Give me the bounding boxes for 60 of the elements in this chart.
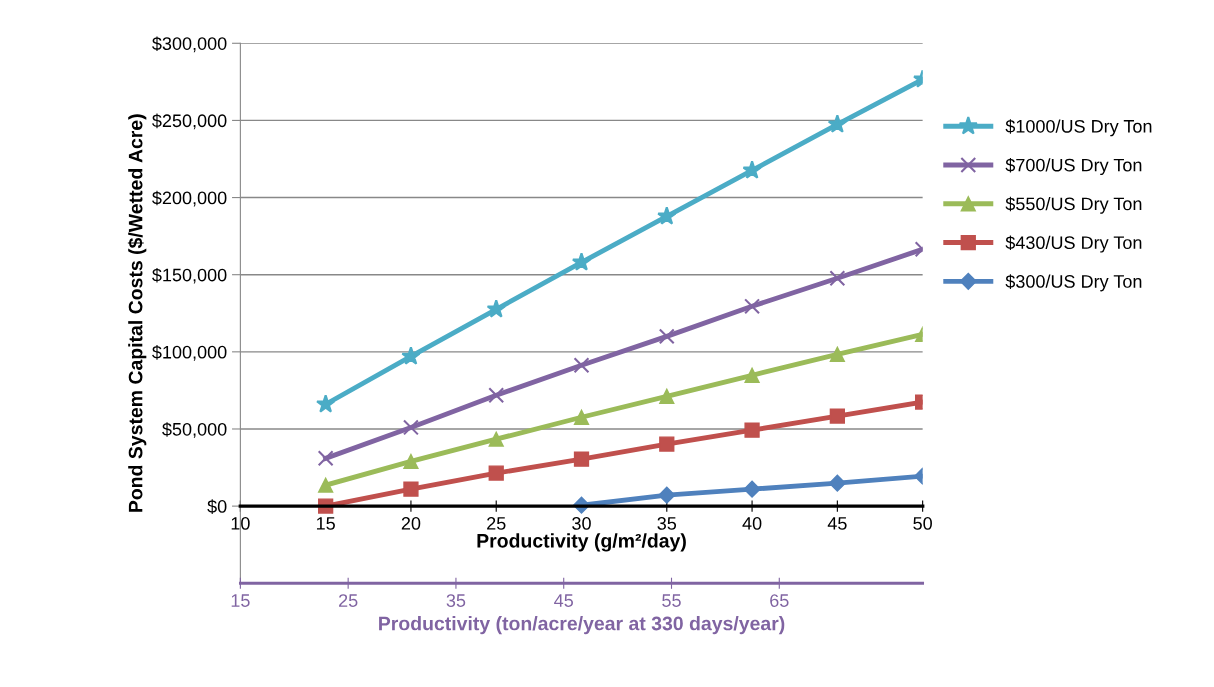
x-tick-label: 50 [913,517,932,530]
x-tick-label: 20 [401,517,421,530]
x-tick-label: 45 [827,517,847,530]
legend-label: $1000/US Dry Ton [1005,119,1152,137]
point [401,346,421,365]
point [403,453,419,470]
point [658,328,675,345]
point [573,451,590,467]
x2-axis-title: Productivity (ton/acre/year at 330 days/year) [379,616,785,635]
x-tick-label: 15 [316,517,335,530]
x2-tick-label: 55 [662,594,681,607]
y-axis-title: Pond System Capital Costs ($/Wetted Acre) [127,114,147,512]
x2-tick-label: 15 [231,594,250,607]
x2-tick-label: 25 [339,594,358,607]
y-tick-label: $0 [207,499,227,514]
x2-tick-label: 65 [770,594,789,607]
point [742,160,762,179]
point [829,408,845,424]
point [571,252,592,271]
y-tick-label: $150,000 [152,267,227,284]
x-tick-label: 25 [487,517,506,530]
y-tick-label: $250,000 [152,113,227,130]
point [488,387,505,404]
x-axis-title: Productivity (g/m²/day) [477,533,686,552]
point [316,394,336,413]
x-tick-label: 35 [657,517,677,530]
y-tick-label: $300,000 [152,36,227,53]
legend-label: $700/US Dry Ton [1005,157,1142,176]
point [744,367,760,383]
point [657,206,677,225]
point [744,422,760,438]
x-tick-label: 40 [742,517,762,530]
point [573,357,590,374]
point [659,436,675,452]
y-tick-label: $50,000 [162,422,227,438]
point [829,270,846,287]
point [403,481,419,497]
point [828,474,846,492]
point [318,477,334,493]
x2-tick-label: 35 [446,594,466,607]
x2-tick-label: 45 [554,594,574,607]
point [829,346,845,362]
point [659,388,675,404]
point [827,114,847,133]
point [402,419,419,436]
y-tick-label: $200,000 [152,190,227,207]
point [317,450,334,467]
point [486,299,506,318]
point [744,298,761,315]
point [488,465,504,481]
point [743,480,761,498]
y-tick-label: $100,000 [152,345,227,361]
point [573,409,590,425]
point [658,486,676,504]
legend-label: $430/US Dry Ton [1005,235,1142,253]
legend-label: $550/US Dry Ton [1005,196,1142,214]
point [488,431,504,447]
x-tick-label: 30 [572,517,591,530]
legend-label: $300/US Dry Ton [1005,274,1142,292]
x-tick-label: 10 [231,517,250,530]
